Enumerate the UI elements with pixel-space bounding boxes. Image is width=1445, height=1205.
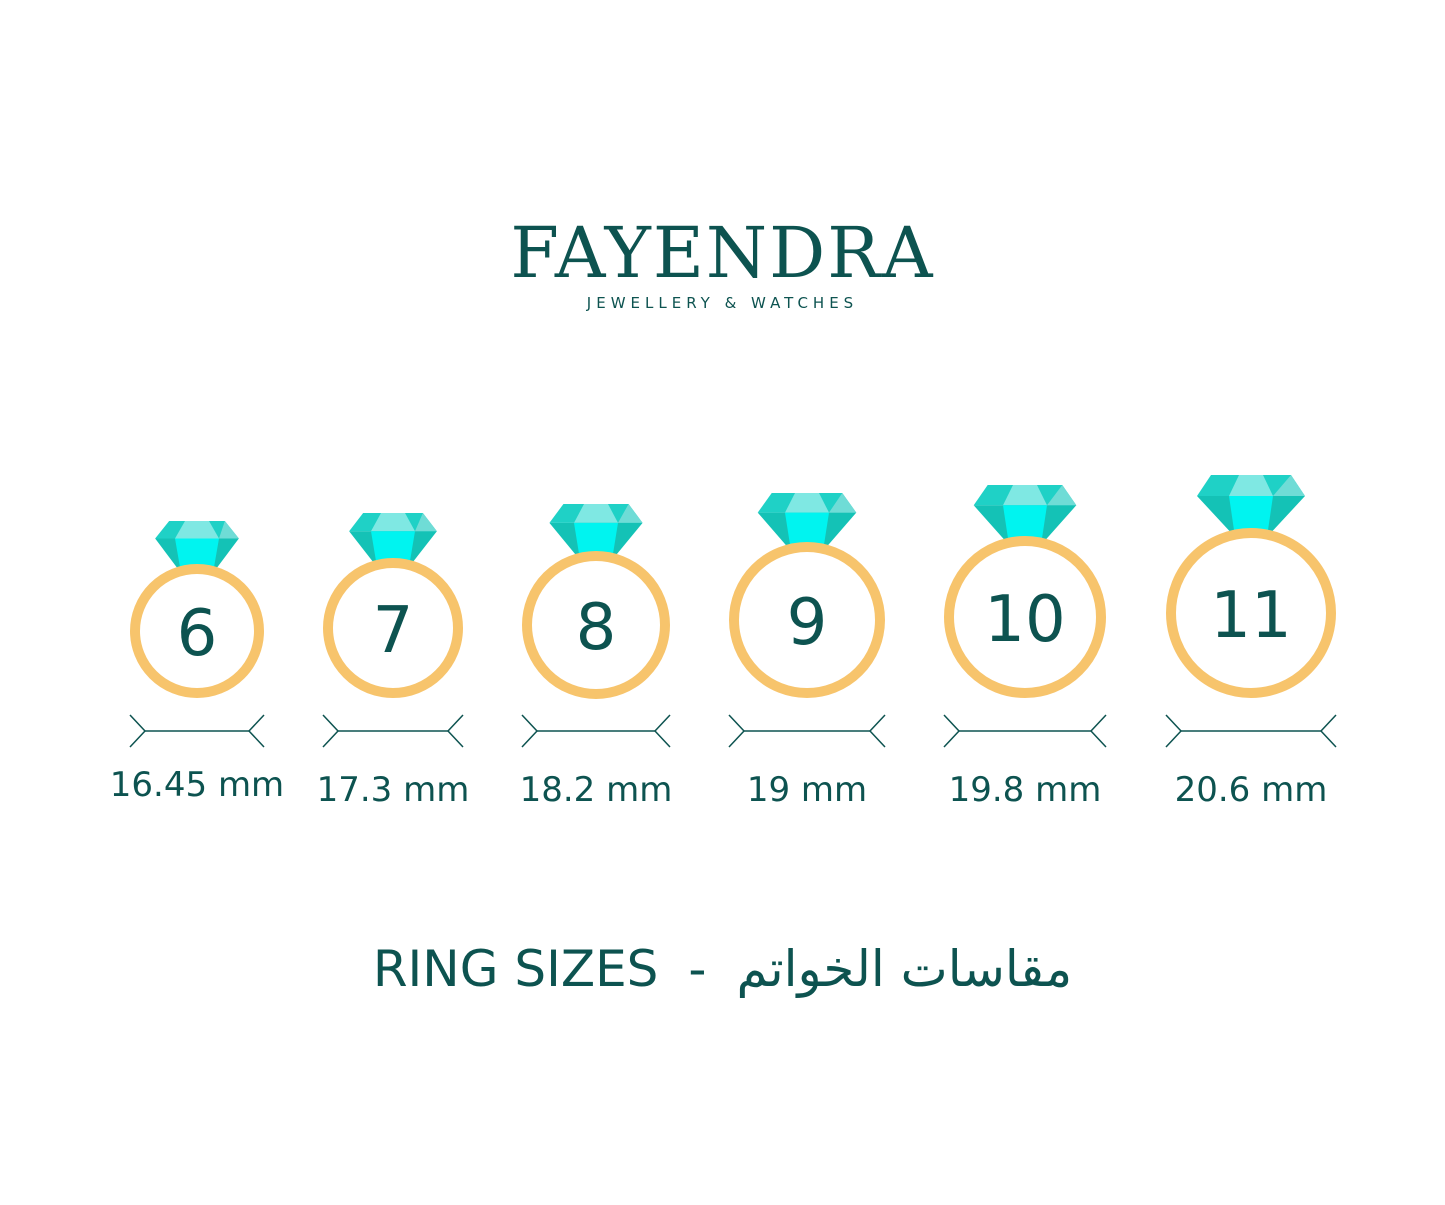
- diamond-icon: [155, 521, 239, 573]
- ring-size-number: 10: [984, 583, 1065, 657]
- ring-band: [323, 558, 463, 698]
- ring-diameter-label: 20.6 mm: [1175, 770, 1328, 810]
- ring-diameter-label: 17.3 mm: [317, 770, 470, 810]
- ring-9: 9 19 mm: [728, 493, 886, 810]
- ring-band: [522, 551, 670, 699]
- diamond-icon: [757, 493, 857, 551]
- diamond-icon: [549, 504, 643, 560]
- diameter-arrow: [322, 714, 464, 748]
- ring-size-number: 11: [1210, 579, 1291, 653]
- ring-diameter-label: 19.8 mm: [949, 770, 1102, 810]
- diamond-icon: [1197, 475, 1305, 537]
- page-title: RING SIZES - مقاسات الخواتم: [0, 940, 1445, 998]
- ring-size-number: 9: [787, 586, 828, 660]
- brand-logo-name: FAYENDRA: [510, 212, 935, 294]
- ring-band: [944, 536, 1106, 698]
- diameter-arrow: [943, 714, 1107, 748]
- ring-diameter-label: 18.2 mm: [520, 770, 673, 810]
- diameter-arrow: [1165, 714, 1337, 748]
- ring-band: [130, 564, 264, 698]
- ring-band: [729, 542, 885, 698]
- ring-diameter-label: 19 mm: [747, 770, 867, 810]
- title-arabic: مقاسات الخواتم: [736, 940, 1073, 998]
- diameter-arrow: [521, 714, 671, 748]
- diamond-icon: [973, 485, 1077, 545]
- ring-6: 6 16.45 mm: [110, 521, 284, 805]
- ring-size-number: 8: [576, 591, 617, 665]
- ring-diameter-label: 16.45 mm: [110, 765, 284, 805]
- ring-10: 10 19.8 mm: [943, 485, 1107, 810]
- ring-8: 8 18.2 mm: [520, 504, 673, 810]
- ring-7: 7 17.3 mm: [317, 513, 470, 810]
- ring-size-number: 7: [373, 594, 414, 668]
- title-english: RING SIZES: [372, 940, 659, 998]
- diameter-arrow: [129, 714, 265, 748]
- diamond-icon: [349, 513, 437, 567]
- brand-logo-tagline: JEWELLERY & WATCHES: [586, 294, 859, 312]
- ring-11: 11 20.6 mm: [1165, 475, 1337, 810]
- title-separator: -: [688, 940, 707, 998]
- ring-size-number: 6: [177, 597, 218, 671]
- diameter-arrow: [728, 714, 886, 748]
- ring-band: [1166, 528, 1336, 698]
